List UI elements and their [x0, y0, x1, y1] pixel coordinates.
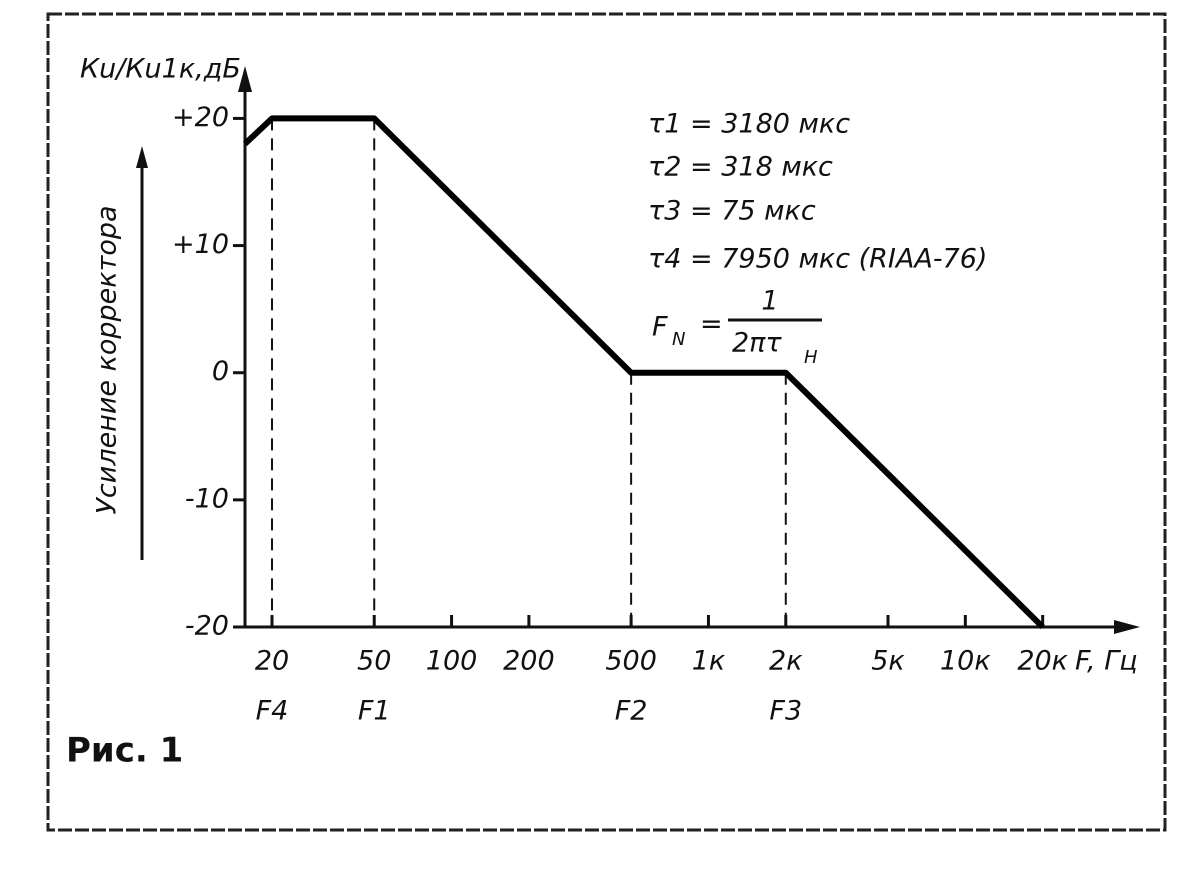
x-tick-label: 50 [357, 646, 391, 677]
formula-eq: = [700, 309, 723, 340]
x-tick-label: 2к [769, 646, 803, 677]
x-tick-label: 10к [940, 646, 991, 677]
formula-den-sub: Н [804, 347, 818, 368]
formula-sub: N [672, 329, 685, 350]
annotation: τ4 = 7950 мкс (RIAA-76) [648, 244, 987, 275]
x-tick-label: 20к [1017, 646, 1068, 677]
point-label: F4 [256, 696, 289, 727]
y-label: Кu/Кu1к,дБ [80, 54, 241, 85]
y-tick-label: -20 [185, 611, 229, 642]
x-tick-label: 5к [871, 646, 905, 677]
x-tick-label: 500 [605, 646, 657, 677]
point-label: F3 [769, 696, 802, 727]
formula-num: 1 [761, 286, 778, 317]
point-label: F2 [615, 696, 648, 727]
y-side-label: Усиление корректора [92, 205, 123, 514]
curve [242, 115, 1045, 630]
y-tick-label: +10 [172, 229, 229, 260]
y-tick-label: -10 [185, 483, 229, 514]
x-tick-label: 20 [255, 646, 289, 677]
x-tick-label: 1к [692, 646, 726, 677]
x-tick-label: 100 [426, 646, 478, 677]
annotation: τ2 = 318 мкс [648, 152, 833, 183]
annotation: τ1 = 3180 мкс [648, 109, 850, 140]
formula-lhs: F [652, 312, 668, 343]
chart-title: Рис. 1 [66, 731, 183, 771]
y-tick-label: +20 [172, 102, 229, 133]
annotation: τ3 = 75 мкс [648, 196, 816, 227]
side-arrow [136, 146, 148, 168]
formula-den: 2πτ [732, 328, 782, 359]
frame [46, 12, 1167, 832]
y-tick-label: 0 [212, 356, 229, 387]
point-label: F1 [358, 696, 391, 727]
x-tick-label: 200 [503, 646, 555, 677]
x-arrow [1114, 620, 1140, 634]
y-arrow [238, 66, 252, 92]
x-label: F, Гц [1075, 646, 1138, 677]
